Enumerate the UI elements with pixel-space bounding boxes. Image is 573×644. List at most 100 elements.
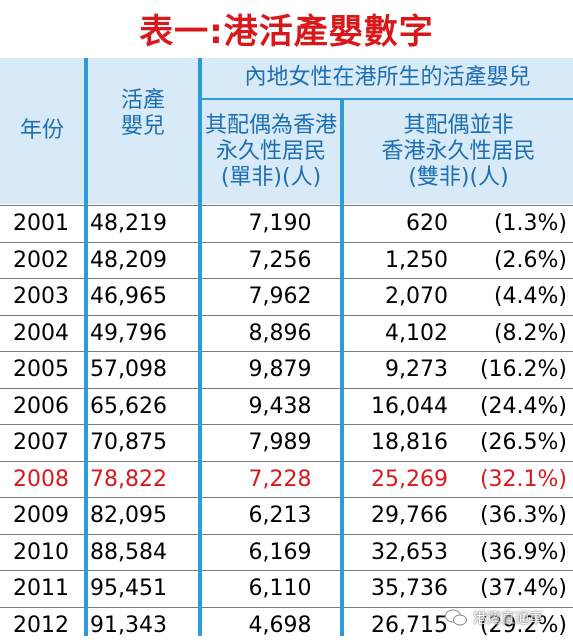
row-divider <box>0 424 573 425</box>
cell-double: 35,736 <box>371 576 448 601</box>
cell-double: 2,070 <box>385 284 448 309</box>
cell-single: 8,896 <box>248 320 312 346</box>
row-divider <box>0 497 573 498</box>
cell-births: 49,796 <box>90 320 167 346</box>
header-double-line3: (雙非)(人) <box>408 165 509 190</box>
cell-percent: (8.2%) <box>493 320 567 346</box>
cell-year: 2007 <box>13 430 69 455</box>
header-double: 其配偶並非 香港永久性居民 (雙非)(人) <box>344 100 573 204</box>
chat-bubble-icon <box>445 609 467 627</box>
row-divider <box>0 241 573 243</box>
cell-double: 26,715 <box>371 612 448 638</box>
header-births-line2: 嬰兒 <box>120 114 165 139</box>
cell-year: 2010 <box>13 539 69 565</box>
header-mainland-group: 內地女性在港所生的活產嬰兒 <box>202 58 573 98</box>
cell-percent: (32.1%) <box>479 466 567 492</box>
cell-year: 2005 <box>13 357 69 382</box>
cell-percent: (16.2%) <box>479 357 567 382</box>
cell-year: 2002 <box>13 247 69 273</box>
cell-single: 7,190 <box>248 211 312 236</box>
header-year: 年份 <box>0 58 84 204</box>
cell-single: 7,962 <box>248 284 312 309</box>
cell-year: 2003 <box>13 284 69 309</box>
row-divider <box>0 278 573 279</box>
header-single-line1: 其配偶為香港 <box>204 113 337 138</box>
cell-year: 2004 <box>13 320 69 346</box>
cell-births: 48,219 <box>90 211 167 236</box>
cell-births: 65,626 <box>90 393 167 419</box>
cell-single: 4,698 <box>248 612 312 638</box>
table-row: 2001 48,219 7,190 620 (1.3%) <box>0 206 573 242</box>
row-divider <box>0 606 573 608</box>
row-divider <box>0 570 573 571</box>
cell-single: 9,879 <box>248 357 312 382</box>
cell-year: 2008 <box>13 466 69 492</box>
cell-births: 91,343 <box>90 612 167 638</box>
table-row: 2008 78,822 7,228 25,269 (32.1%) <box>0 462 573 498</box>
cell-percent: (4.4%) <box>493 284 567 309</box>
cell-double: 32,653 <box>371 539 448 565</box>
table-row: 2009 82,095 6,213 29,766 (36.3%) <box>0 498 573 534</box>
row-divider <box>0 387 573 389</box>
cell-percent: (2.6%) <box>493 247 567 273</box>
table-row: 2005 57,098 9,879 9,273 (16.2%) <box>0 352 573 388</box>
cell-percent: (24.4%) <box>479 393 567 419</box>
header-single: 其配偶為香港 永久性居民 (單非)(人) <box>202 100 340 204</box>
table-row: 2003 46,965 7,962 2,070 (4.4%) <box>0 279 573 315</box>
header-births: 活產 嬰兒 <box>88 58 198 204</box>
cell-single: 6,110 <box>248 576 312 601</box>
cell-double: 25,269 <box>371 466 448 492</box>
header-group-divider <box>202 98 573 100</box>
cell-percent: (36.9%) <box>479 539 567 565</box>
header-year-label: 年份 <box>19 118 64 143</box>
column-divider-1 <box>84 58 88 636</box>
cell-single: 7,256 <box>248 247 312 273</box>
cell-double: 16,044 <box>371 393 448 419</box>
header-double-line2: 香港永久性居民 <box>381 139 536 164</box>
cell-percent: (1.3%) <box>493 211 567 236</box>
cell-births: 57,098 <box>90 357 167 382</box>
cell-single: 6,213 <box>248 503 312 528</box>
header-single-line2: 永久性居民 <box>215 139 326 164</box>
cell-births: 78,822 <box>90 466 167 492</box>
cell-births: 88,584 <box>90 539 167 565</box>
row-divider <box>0 314 573 316</box>
header-mainland-group-label: 內地女性在港所生的活產嬰兒 <box>244 65 531 90</box>
table-row: 2002 48,209 7,256 1,250 (2.6%) <box>0 243 573 279</box>
cell-year: 2011 <box>13 576 69 601</box>
cell-double: 9,273 <box>385 357 448 382</box>
row-divider <box>0 460 573 462</box>
cell-double: 18,816 <box>371 430 448 455</box>
column-divider-3 <box>340 100 344 636</box>
births-table: 年份 活產 嬰兒 內地女性在港所生的活產嬰兒 其配偶為香港 永久性居民 (單非)… <box>0 58 573 638</box>
cell-year: 2006 <box>13 393 69 419</box>
cell-single: 9,438 <box>248 393 312 419</box>
cell-births: 82,095 <box>90 503 167 528</box>
cell-births: 95,451 <box>90 576 167 601</box>
cell-births: 46,965 <box>90 284 167 309</box>
column-divider-2 <box>198 58 202 636</box>
watermark: 港灣直通車 <box>445 604 543 632</box>
cell-year: 2009 <box>13 503 69 528</box>
cell-double: 620 <box>406 211 448 236</box>
cell-year: 2001 <box>13 211 69 236</box>
cell-births: 48,209 <box>90 247 167 273</box>
table-title: 表一:港活產嬰數字 <box>139 11 434 52</box>
table-row: 2010 88,584 6,169 32,653 (36.9%) <box>0 535 573 571</box>
row-divider <box>0 205 573 206</box>
cell-single: 7,228 <box>248 466 312 492</box>
cell-percent: (29.2%) <box>479 612 567 638</box>
cell-single: 7,989 <box>248 430 312 455</box>
cell-single: 6,169 <box>248 539 312 565</box>
row-divider <box>0 351 573 352</box>
cell-percent: (36.3%) <box>479 503 567 528</box>
watermark-text: 港灣直通車 <box>473 611 543 627</box>
cell-percent: (37.4%) <box>479 576 567 601</box>
cell-year: 2012 <box>13 612 69 638</box>
header-single-line3: (單非)(人) <box>220 165 322 190</box>
header-births-line1: 活產 <box>120 88 165 113</box>
table-row: 2007 70,875 7,989 18,816 (26.5%) <box>0 425 573 461</box>
header-double-line1: 其配偶並非 <box>403 113 514 138</box>
cell-births: 70,875 <box>90 430 167 455</box>
table-row: 2004 49,796 8,896 4,102 (8.2%) <box>0 316 573 352</box>
